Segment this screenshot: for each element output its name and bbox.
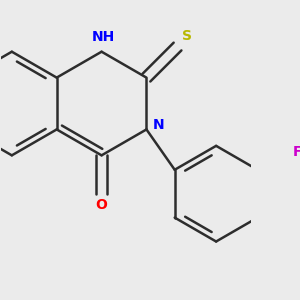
Text: F: F bbox=[293, 145, 300, 159]
Text: NH: NH bbox=[92, 30, 115, 44]
Text: N: N bbox=[152, 118, 164, 133]
Text: S: S bbox=[182, 28, 191, 43]
Text: O: O bbox=[96, 198, 107, 212]
